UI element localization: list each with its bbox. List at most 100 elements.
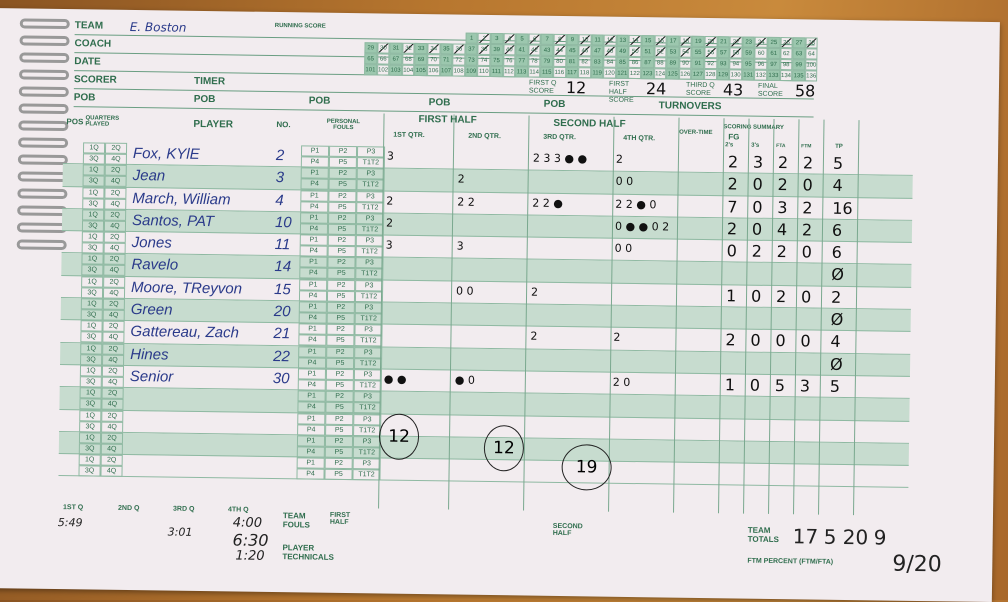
foul-box[interactable]: P1 <box>297 390 326 402</box>
quarter-box[interactable]: 3Q <box>82 197 105 210</box>
foul-box[interactable]: P3 <box>356 146 386 158</box>
foul-box[interactable]: P5 <box>327 245 356 258</box>
quarter-box[interactable]: 2Q <box>100 432 124 444</box>
quarter-box[interactable]: 2Q <box>103 276 126 288</box>
foul-box[interactable]: P2 <box>326 346 355 358</box>
foul-box[interactable]: P2 <box>327 234 356 247</box>
foul-box[interactable]: T1T2 <box>353 424 382 437</box>
quarter-box[interactable]: 4Q <box>103 265 126 277</box>
quarter-box[interactable]: 1Q <box>82 142 106 154</box>
quarters-played[interactable]: 1Q 2Q 3Q 4Q <box>80 342 125 366</box>
foul-box[interactable]: P1 <box>297 412 326 425</box>
foul-box[interactable]: P5 <box>328 156 357 169</box>
quarter-box[interactable]: 2Q <box>103 254 126 266</box>
foul-box[interactable]: P5 <box>327 223 357 236</box>
foul-box[interactable]: P1 <box>299 234 328 246</box>
foul-box[interactable]: P5 <box>324 468 353 481</box>
quarter-box[interactable]: 4Q <box>103 242 126 255</box>
quarter-box[interactable]: 2Q <box>104 142 128 154</box>
foul-box[interactable]: P4 <box>297 379 326 391</box>
personal-fouls[interactable]: P1 P2 P3 P4 P5 T1T2 <box>297 390 382 414</box>
quarters-played[interactable]: 1Q 2Q 3Q 4Q <box>81 209 127 232</box>
foul-box[interactable]: P1 <box>300 189 329 202</box>
foul-box[interactable]: T1T2 <box>353 357 383 370</box>
foul-box[interactable]: P4 <box>300 200 329 213</box>
personal-fouls[interactable]: P1 P2 P3 P4 P5 T1T2 <box>300 189 385 214</box>
quarter-box[interactable]: 3Q <box>79 420 102 433</box>
quarter-box[interactable]: 1Q <box>78 432 102 444</box>
foul-box[interactable]: P3 <box>355 279 384 292</box>
foul-box[interactable]: T1T2 <box>354 313 383 325</box>
quarter-box[interactable]: 3Q <box>81 242 104 254</box>
foul-box[interactable]: P2 <box>328 168 357 180</box>
quarters-played[interactable]: 1Q 2Q 3Q 4Q <box>80 276 126 299</box>
quarter-box[interactable]: 2Q <box>101 365 125 377</box>
quarters-played[interactable]: 1Q 2Q 3Q 4Q <box>82 164 127 188</box>
personal-fouls[interactable]: P1 P2 P3 P4 P5 T1T2 <box>299 234 384 258</box>
foul-box[interactable]: P5 <box>326 312 355 325</box>
foul-box[interactable]: P4 <box>298 357 327 369</box>
foul-box[interactable]: P3 <box>354 346 383 359</box>
quarter-box[interactable]: 4Q <box>102 287 126 299</box>
foul-box[interactable]: P4 <box>298 334 327 347</box>
personal-fouls[interactable]: P1 P2 P3 P4 P5 T1T2 <box>298 279 384 303</box>
quarter-box[interactable]: 2Q <box>104 187 127 199</box>
foul-box[interactable]: P1 <box>296 457 325 469</box>
quarters-played[interactable]: 1Q 2Q 3Q 4Q <box>82 186 127 210</box>
foul-box[interactable]: P5 <box>328 201 357 213</box>
quarter-box[interactable]: 4Q <box>102 331 125 344</box>
quarter-box[interactable]: 3Q <box>78 465 101 477</box>
quarters-played[interactable]: 1Q 2Q 3Q 4Q <box>81 253 126 277</box>
quarter-box[interactable]: 3Q <box>80 309 103 321</box>
foul-box[interactable]: T1T2 <box>355 246 384 258</box>
foul-box[interactable]: P1 <box>300 145 330 157</box>
foul-box[interactable]: P4 <box>300 156 329 168</box>
foul-box[interactable]: T1T2 <box>353 402 382 414</box>
foul-box[interactable]: P1 <box>298 346 327 358</box>
quarter-box[interactable]: 2Q <box>100 454 123 467</box>
quarter-box[interactable]: 3Q <box>82 153 105 165</box>
quarters-played[interactable]: 1Q 2Q 3Q 4Q <box>81 231 126 255</box>
foul-box[interactable]: P4 <box>300 178 329 191</box>
foul-box[interactable]: P5 <box>326 357 355 369</box>
quarter-box[interactable]: 4Q <box>101 376 124 388</box>
foul-box[interactable]: P3 <box>356 168 385 180</box>
foul-box[interactable]: P4 <box>298 312 327 324</box>
personal-fouls[interactable]: P1 P2 P3 P4 P5 T1T2 <box>296 435 382 459</box>
quarter-box[interactable]: 4Q <box>101 421 124 433</box>
foul-box[interactable]: T1T2 <box>356 157 385 169</box>
foul-box[interactable]: P2 <box>328 190 357 202</box>
personal-fouls[interactable]: P1 P2 P3 P4 P5 T1T2 <box>297 412 382 437</box>
foul-box[interactable]: P5 <box>325 424 354 436</box>
quarter-box[interactable]: 1Q <box>79 387 102 399</box>
foul-box[interactable]: P2 <box>325 390 354 403</box>
quarter-box[interactable]: 3Q <box>80 353 103 366</box>
quarter-box[interactable]: 4Q <box>104 198 127 210</box>
foul-box[interactable]: P3 <box>356 190 385 203</box>
quarter-box[interactable]: 1Q <box>82 164 105 176</box>
foul-box[interactable]: P5 <box>328 179 357 191</box>
foul-box[interactable]: P3 <box>356 213 385 225</box>
foul-box[interactable]: P4 <box>296 468 325 480</box>
quarter-box[interactable]: 3Q <box>78 443 101 455</box>
personal-fouls[interactable]: P1 P2 P3 P4 P5 T1T2 <box>296 457 381 481</box>
foul-box[interactable]: P1 <box>299 256 328 269</box>
foul-box[interactable]: P3 <box>354 302 383 314</box>
foul-box[interactable]: P2 <box>327 257 356 269</box>
foul-box[interactable]: P1 <box>298 301 327 313</box>
quarters-played[interactable]: 1Q 2Q 3Q 4Q <box>82 142 128 165</box>
quarter-box[interactable]: 2Q <box>104 164 127 177</box>
foul-box[interactable]: T1T2 <box>356 201 385 214</box>
foul-box[interactable]: P2 <box>325 413 354 425</box>
quarter-box[interactable]: 1Q <box>80 320 103 332</box>
personal-fouls[interactable]: P1 P2 P3 P4 P5 T1T2 <box>299 212 385 236</box>
quarters-played[interactable]: 1Q 2Q 3Q 4Q <box>79 409 124 433</box>
foul-box[interactable]: P1 <box>296 435 326 447</box>
foul-box[interactable]: P2 <box>324 457 353 470</box>
foul-box[interactable]: P4 <box>299 267 328 280</box>
foul-box[interactable]: P2 <box>324 435 354 447</box>
quarter-box[interactable]: 1Q <box>79 409 102 422</box>
quarter-box[interactable]: 4Q <box>100 465 123 478</box>
foul-box[interactable]: P4 <box>298 290 328 302</box>
foul-box[interactable]: P3 <box>353 391 382 403</box>
